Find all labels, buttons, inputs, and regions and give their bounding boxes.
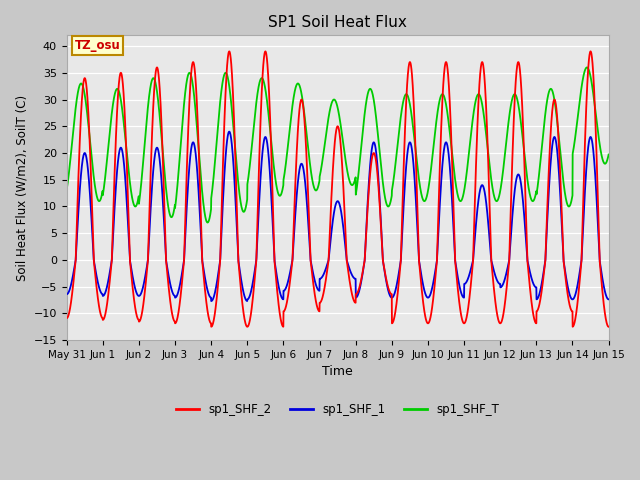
sp1_SHF_2 <box>587 48 595 54</box>
Line: sp1_SHF_2: sp1_SHF_2 <box>67 51 609 327</box>
sp1_SHF_T <box>63 187 70 193</box>
sp1_SHF_2 <box>595 205 602 211</box>
sp1_SHF_T <box>294 81 302 86</box>
sp1_SHF_1 <box>536 289 544 295</box>
sp1_SHF_1 <box>207 298 215 304</box>
sp1_SHF_1 <box>271 260 278 266</box>
X-axis label: Time: Time <box>323 365 353 379</box>
sp1_SHF_1 <box>63 291 70 297</box>
sp1_SHF_1 <box>605 297 612 302</box>
sp1_SHF_T <box>595 132 602 138</box>
Legend: sp1_SHF_2, sp1_SHF_1, sp1_SHF_T: sp1_SHF_2, sp1_SHF_1, sp1_SHF_T <box>171 398 504 420</box>
Title: SP1 Soil Heat Flux: SP1 Soil Heat Flux <box>268 15 407 30</box>
Line: sp1_SHF_1: sp1_SHF_1 <box>67 132 609 301</box>
sp1_SHF_2 <box>63 315 70 321</box>
sp1_SHF_T <box>605 152 612 157</box>
sp1_SHF_T <box>204 220 211 226</box>
Line: sp1_SHF_T: sp1_SHF_T <box>67 67 609 223</box>
sp1_SHF_2 <box>271 258 278 264</box>
sp1_SHF_2 <box>294 126 302 132</box>
sp1_SHF_1 <box>125 229 132 235</box>
sp1_SHF_T <box>125 167 132 172</box>
sp1_SHF_1 <box>294 175 302 181</box>
Y-axis label: Soil Heat Flux (W/m2), SoilT (C): Soil Heat Flux (W/m2), SoilT (C) <box>15 95 28 281</box>
sp1_SHF_1 <box>157 167 164 172</box>
Text: TZ_osu: TZ_osu <box>75 39 120 52</box>
sp1_SHF_2 <box>605 324 612 330</box>
sp1_SHF_T <box>536 165 543 171</box>
sp1_SHF_T <box>583 64 591 70</box>
sp1_SHF_1 <box>595 230 602 236</box>
sp1_SHF_T <box>271 171 278 177</box>
sp1_SHF_2 <box>157 102 164 108</box>
sp1_SHF_1 <box>225 129 233 134</box>
sp1_SHF_2 <box>125 211 132 217</box>
sp1_SHF_T <box>157 124 164 130</box>
sp1_SHF_2 <box>536 300 543 306</box>
